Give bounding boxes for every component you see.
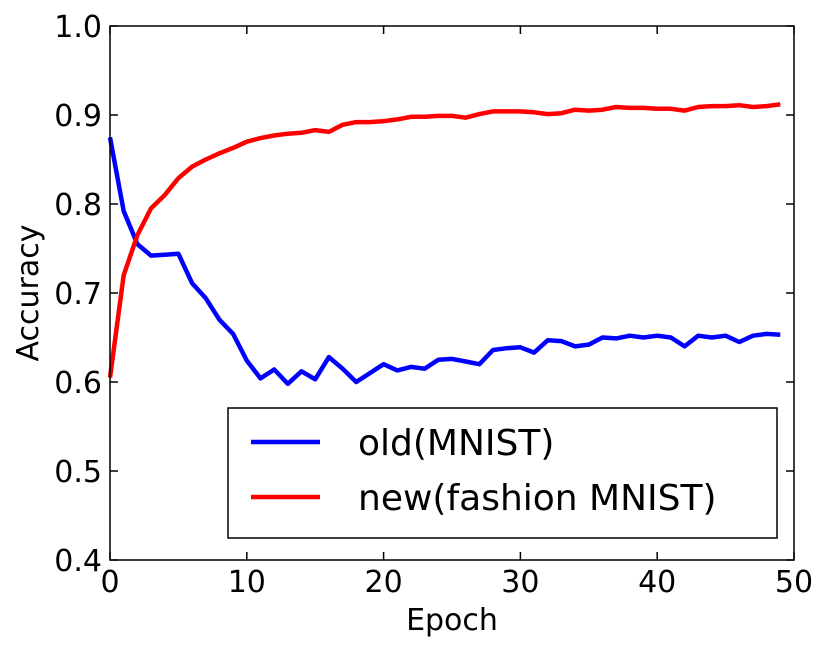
y-tick-label: 1.0 bbox=[54, 10, 102, 45]
x-tick-label: 0 bbox=[100, 565, 119, 600]
y-tick-label: 0.5 bbox=[54, 455, 102, 490]
y-tick-label: 0.6 bbox=[54, 366, 102, 401]
series-layer bbox=[107, 102, 781, 387]
legend-label-old-mnist: old(MNIST) bbox=[358, 423, 554, 464]
x-tick-label: 20 bbox=[365, 565, 403, 600]
series-line-old-mnist bbox=[107, 136, 781, 387]
x-axis-title: Epoch bbox=[406, 603, 498, 638]
x-tick-label: 30 bbox=[501, 565, 539, 600]
y-tick-label: 0.8 bbox=[54, 188, 102, 223]
y-tick-label: 0.4 bbox=[54, 544, 102, 579]
tick-layer: 0 10 20 30 40 50 0.4 0.5 0.6 0.7 0.8 0.9 1.0 bbox=[54, 10, 813, 600]
x-tick-label: 10 bbox=[228, 565, 266, 600]
y-tick-label: 0.7 bbox=[54, 277, 102, 312]
y-tick-label: 0.9 bbox=[54, 99, 102, 134]
x-tick-label: 50 bbox=[775, 565, 813, 600]
x-tick-label: 40 bbox=[638, 565, 676, 600]
legend-box bbox=[227, 407, 778, 539]
series-line-new-fashion-mnist bbox=[107, 102, 781, 378]
legend-label-new-fashion-mnist: new(fashion MNIST) bbox=[358, 478, 717, 519]
legend: old(MNIST) new(fashion MNIST) bbox=[227, 407, 778, 539]
y-axis-title: Accuracy bbox=[11, 225, 46, 362]
